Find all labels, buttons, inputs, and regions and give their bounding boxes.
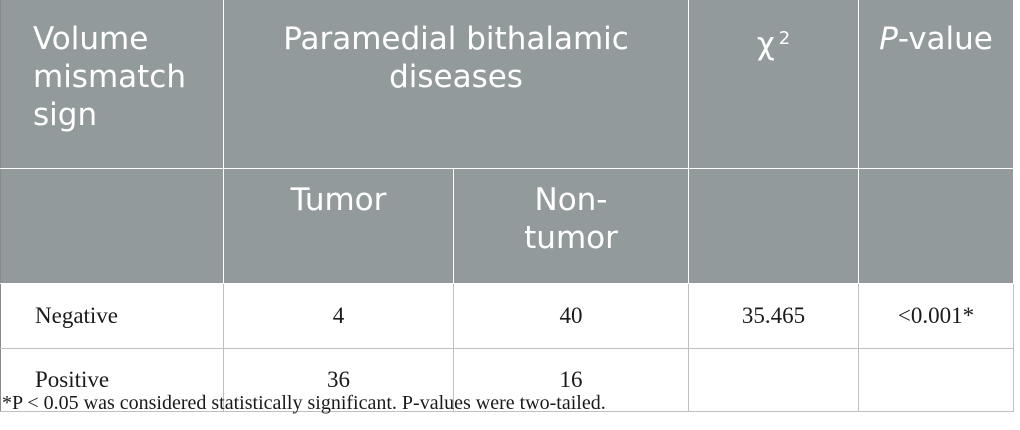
cell-chi-square [688,348,860,412]
p-value-suffix: -value [897,21,993,57]
subheader-empty-3 [858,168,1015,284]
table-body: Negative 4 40 35.465 <0.001* Positive 36… [0,283,1015,412]
header-row: Volume mismatch sign Paramedial bithalam… [0,0,1015,169]
chi-superscript: 2 [778,28,791,49]
cell-p-value [858,348,1015,412]
header-p-value: P-value [858,0,1015,169]
data-table: Volume mismatch sign Paramedial bithalam… [0,0,1015,412]
subheader-row: Tumor Non-tumor [0,168,1015,284]
chi-symbol: χ [756,26,775,62]
table-row: Positive 36 16 [0,348,1015,412]
subheader-empty-1 [0,168,224,284]
cell-tumor: 36 [223,348,454,412]
subheader-non-tumor: Non-tumor [452,168,690,284]
cell-p-value: <0.001* [858,283,1015,349]
cell-tumor: 4 [223,283,454,349]
table-row: Negative 4 40 35.465 <0.001* [0,283,1015,349]
subheader-tumor: Tumor [223,168,454,284]
cell-non-tumor: 16 [452,348,690,412]
cell-chi-square: 35.465 [688,283,860,349]
header-paramedial-bithalamic-diseases: Paramedial bithalamic diseases [222,0,690,169]
row-label: Positive [0,348,224,412]
row-label: Negative [0,283,224,349]
p-letter: P [879,21,898,57]
table-header: Volume mismatch sign Paramedial bithalam… [0,0,1015,284]
cell-non-tumor: 40 [452,283,690,349]
table-footnote: *P < 0.05 was considered statistically s… [2,392,606,414]
subheader-empty-2 [688,168,860,284]
header-volume-mismatch-sign: Volume mismatch sign [0,0,224,169]
